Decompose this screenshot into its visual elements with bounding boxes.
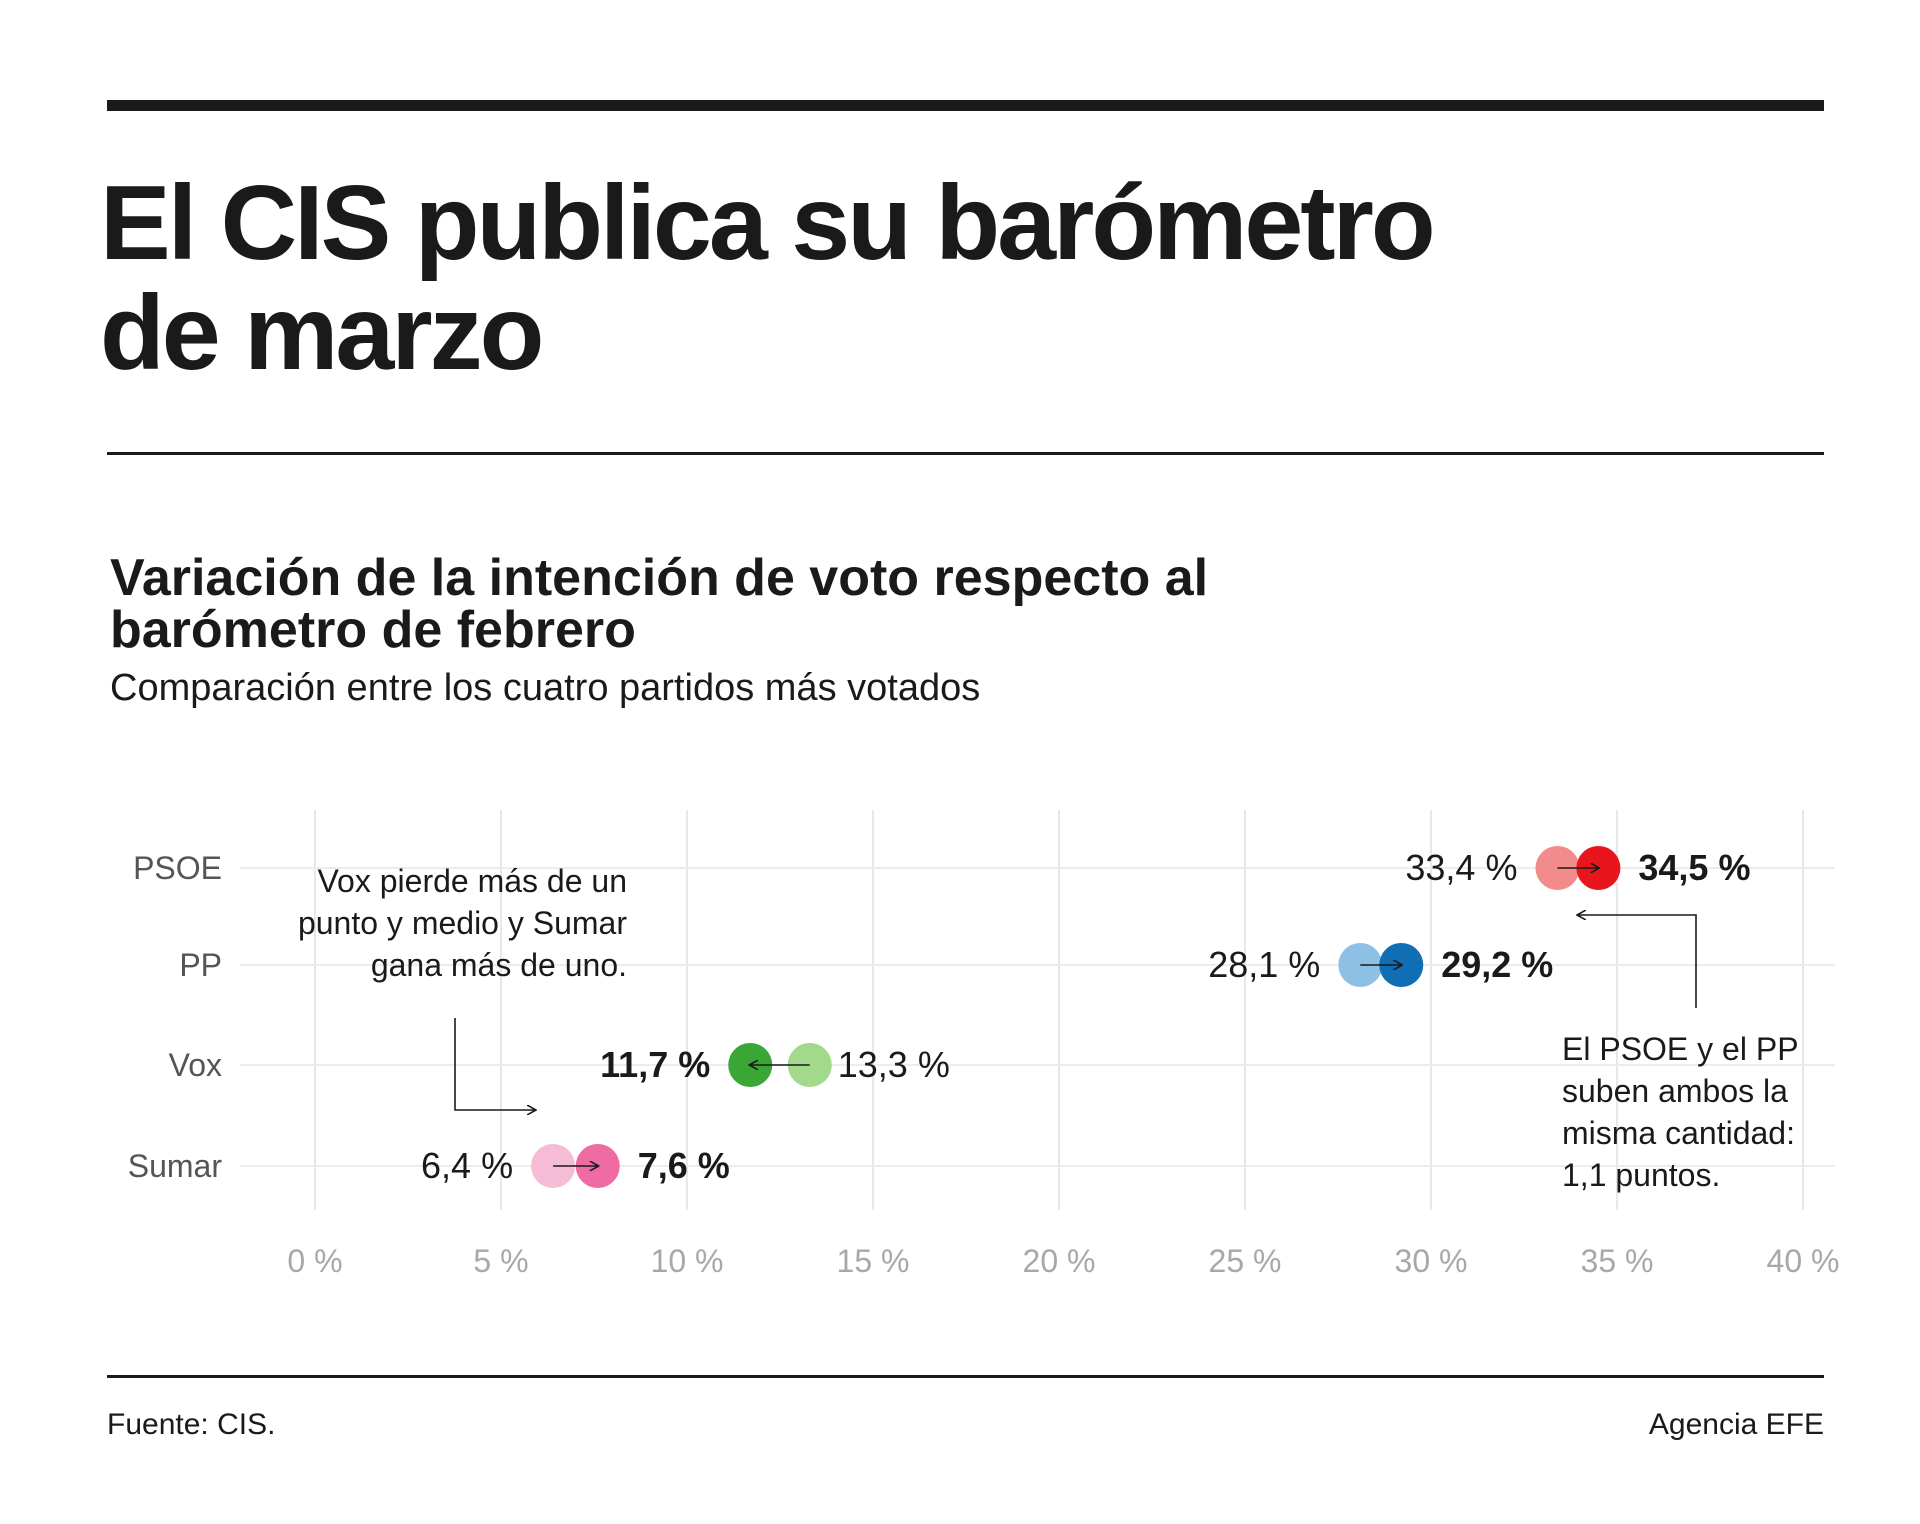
value-label-current: 29,2 % — [1441, 944, 1553, 985]
chart-subtitle: Comparación entre los cuatro partidos má… — [110, 667, 981, 709]
annotations: Vox pierde más de un punto y medio y Suma… — [298, 863, 1799, 1193]
x-tick-label: 40 % — [1767, 1243, 1840, 1279]
x-tick-label: 0 % — [287, 1243, 342, 1279]
value-label-previous: 28,1 % — [1208, 944, 1320, 985]
category-label: PSOE — [133, 850, 222, 886]
annotation-vox-sumar-line: punto y medio y Sumar — [298, 905, 627, 941]
x-tick-label: 5 % — [473, 1243, 528, 1279]
mid-rule — [107, 452, 1824, 455]
source-note: Fuente: CIS. — [107, 1408, 276, 1441]
headline-line-2: de marzo — [100, 274, 544, 392]
x-tick-label: 15 % — [837, 1243, 910, 1279]
x-tick-label: 10 % — [651, 1243, 724, 1279]
value-label-current: 11,7 % — [600, 1044, 710, 1085]
value-label-previous: 13,3 % — [838, 1044, 950, 1085]
value-label-previous: 33,4 % — [1405, 847, 1517, 888]
headline: El CIS publica su barómetro de marzo — [100, 168, 1800, 388]
category-label: Vox — [169, 1047, 222, 1083]
annotation-psoe-pp-connector — [1578, 915, 1697, 1008]
headline-line-1: El CIS publica su barómetro — [100, 164, 1436, 282]
annotation-psoe-pp-line: El PSOE y el PP — [1562, 1031, 1799, 1067]
credit: Agencia EFE — [1648, 1408, 1824, 1441]
annotation-vox-sumar-line: gana más de uno. — [371, 947, 627, 983]
chart-title: Variación de la intención de voto respec… — [110, 552, 1510, 656]
value-label-previous: 6,4 % — [421, 1145, 513, 1186]
annotation-psoe-pp-line: misma cantidad: — [1562, 1115, 1795, 1151]
x-tick-label: 25 % — [1209, 1243, 1282, 1279]
chart-title-line-1: Variación de la intención de voto respec… — [110, 549, 1209, 607]
category-label: Sumar — [128, 1148, 223, 1184]
grid: 0 % 5 % 10 % 15 % 20 % 25 % 30 % 35 % 40 % PSOE PP… — [128, 810, 1840, 1279]
x-tick-label: 20 % — [1023, 1243, 1096, 1279]
top-rule — [107, 100, 1824, 111]
annotation-psoe-pp-line: suben ambos la — [1562, 1073, 1788, 1109]
annotation-psoe-pp-line: 1,1 puntos. — [1562, 1157, 1720, 1193]
marks: 33,4 % 34,5 % 28,1 % 29,2 % 13,3 % 11,7 % 6,4 … — [421, 846, 1750, 1188]
dot-arrow-chart: 0 % 5 % 10 % 15 % 20 % 25 % 30 % 35 % 40 % PSOE PP… — [128, 810, 1840, 1279]
x-tick-label: 35 % — [1581, 1243, 1654, 1279]
value-label-current: 7,6 % — [638, 1145, 730, 1186]
annotation-vox-sumar-connector — [454, 1018, 535, 1110]
bottom-rule — [107, 1375, 1824, 1378]
value-label-current: 34,5 % — [1638, 847, 1750, 888]
category-label: PP — [179, 947, 222, 983]
annotation-vox-sumar-line: Vox pierde más de un — [317, 863, 627, 899]
x-tick-label: 30 % — [1395, 1243, 1468, 1279]
chart-title-line-2: barómetro de febrero — [110, 601, 636, 659]
